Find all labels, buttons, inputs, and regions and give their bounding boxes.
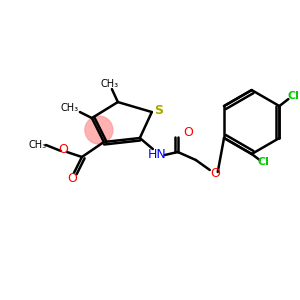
Text: CH₃: CH₃	[101, 79, 119, 89]
Text: S: S	[154, 103, 163, 116]
Text: Cl: Cl	[258, 157, 270, 167]
Text: Cl: Cl	[287, 91, 299, 101]
Text: CH₃: CH₃	[29, 140, 47, 150]
Text: HN: HN	[147, 148, 166, 161]
Text: O: O	[58, 142, 68, 155]
Text: O: O	[210, 167, 220, 181]
Text: CH₃: CH₃	[61, 103, 79, 113]
Text: O: O	[67, 172, 77, 185]
Circle shape	[85, 116, 113, 144]
Text: O: O	[183, 125, 193, 139]
